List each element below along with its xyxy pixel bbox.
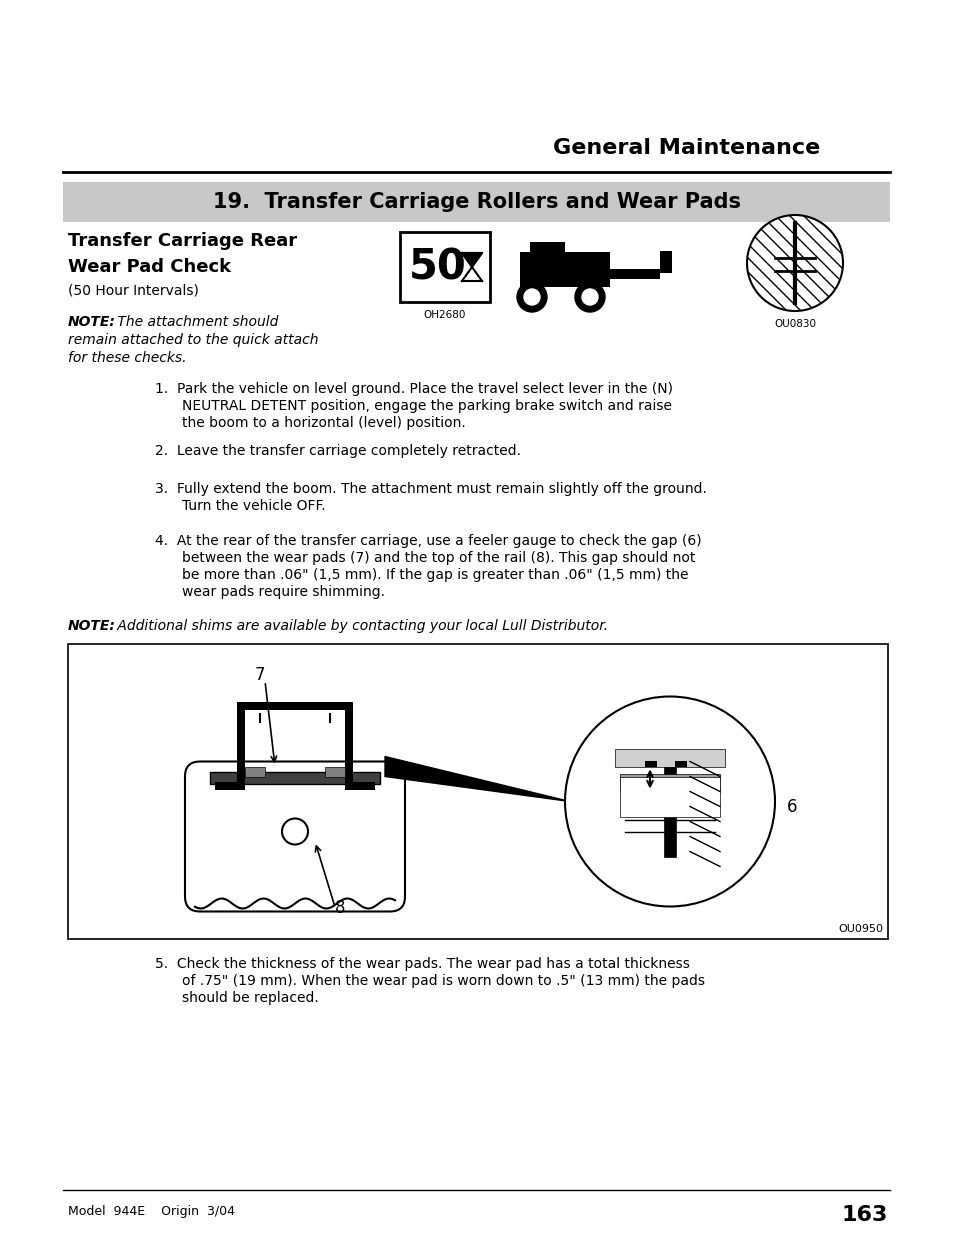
- Polygon shape: [385, 757, 569, 802]
- Circle shape: [517, 282, 546, 312]
- Text: of .75" (19 mm). When the wear pad is worn down to .5" (13 mm) the pads: of .75" (19 mm). When the wear pad is wo…: [182, 974, 704, 988]
- Text: 1.  Park the vehicle on level ground. Place the travel select lever in the (N): 1. Park the vehicle on level ground. Pla…: [154, 382, 672, 396]
- Text: be more than .06" (1,5 mm). If the gap is greater than .06" (1,5 mm) the: be more than .06" (1,5 mm). If the gap i…: [182, 568, 688, 582]
- Text: 6: 6: [786, 798, 797, 815]
- Text: remain attached to the quick attach: remain attached to the quick attach: [68, 333, 318, 347]
- Circle shape: [581, 289, 598, 305]
- FancyBboxPatch shape: [615, 748, 724, 767]
- FancyBboxPatch shape: [236, 701, 245, 782]
- FancyBboxPatch shape: [644, 761, 657, 767]
- Text: Turn the vehicle OFF.: Turn the vehicle OFF.: [182, 499, 325, 513]
- Text: 5.  Check the thickness of the wear pads. The wear pad has a total thickness: 5. Check the thickness of the wear pads.…: [154, 957, 689, 971]
- Text: for these checks.: for these checks.: [68, 351, 186, 366]
- Circle shape: [523, 289, 539, 305]
- FancyBboxPatch shape: [519, 252, 609, 287]
- Text: OU0950: OU0950: [837, 924, 882, 934]
- FancyBboxPatch shape: [68, 643, 887, 939]
- FancyBboxPatch shape: [210, 772, 379, 783]
- Text: Model  944E    Origin  3/04: Model 944E Origin 3/04: [68, 1205, 234, 1218]
- FancyBboxPatch shape: [659, 251, 671, 273]
- Text: The attachment should: The attachment should: [112, 315, 278, 329]
- Text: (50 Hour Intervals): (50 Hour Intervals): [68, 283, 198, 296]
- Text: General Maintenance: General Maintenance: [552, 138, 820, 158]
- FancyBboxPatch shape: [345, 701, 353, 782]
- FancyBboxPatch shape: [214, 782, 245, 789]
- Text: 7: 7: [254, 666, 265, 684]
- FancyBboxPatch shape: [63, 182, 889, 222]
- FancyBboxPatch shape: [236, 701, 353, 709]
- Text: wear pads require shimming.: wear pads require shimming.: [182, 585, 385, 599]
- Text: OH2680: OH2680: [423, 310, 466, 320]
- FancyBboxPatch shape: [325, 767, 345, 777]
- Text: 163: 163: [841, 1205, 887, 1225]
- Text: 4.  At the rear of the transfer carriage, use a feeler gauge to check the gap (6: 4. At the rear of the transfer carriage,…: [154, 534, 700, 548]
- FancyBboxPatch shape: [185, 762, 405, 911]
- Circle shape: [564, 697, 774, 906]
- FancyBboxPatch shape: [530, 242, 564, 266]
- Text: should be replaced.: should be replaced.: [182, 990, 318, 1005]
- Text: Additional shims are available by contacting your local Lull Distributor.: Additional shims are available by contac…: [112, 619, 607, 634]
- FancyBboxPatch shape: [675, 761, 686, 767]
- FancyBboxPatch shape: [609, 269, 659, 279]
- Text: Wear Pad Check: Wear Pad Check: [68, 258, 231, 275]
- FancyBboxPatch shape: [245, 767, 265, 777]
- Text: 50: 50: [409, 246, 466, 288]
- FancyBboxPatch shape: [399, 232, 490, 303]
- Text: OU0830: OU0830: [773, 319, 815, 329]
- Text: the boom to a horizontal (level) position.: the boom to a horizontal (level) positio…: [182, 416, 465, 430]
- Text: NOTE:: NOTE:: [68, 619, 115, 634]
- Text: 8: 8: [335, 899, 345, 918]
- Text: NEUTRAL DETENT position, engage the parking brake switch and raise: NEUTRAL DETENT position, engage the park…: [182, 399, 671, 412]
- Text: 3.  Fully extend the boom. The attachment must remain slightly off the ground.: 3. Fully extend the boom. The attachment…: [154, 482, 706, 496]
- FancyBboxPatch shape: [619, 773, 720, 792]
- Polygon shape: [461, 253, 481, 267]
- Text: NOTE:: NOTE:: [68, 315, 115, 329]
- FancyBboxPatch shape: [663, 767, 676, 857]
- Text: 2.  Leave the transfer carriage completely retracted.: 2. Leave the transfer carriage completel…: [154, 445, 520, 458]
- Text: between the wear pads (7) and the top of the rail (8). This gap should not: between the wear pads (7) and the top of…: [182, 551, 695, 564]
- Text: 19.  Transfer Carriage Rollers and Wear Pads: 19. Transfer Carriage Rollers and Wear P…: [213, 191, 740, 212]
- FancyBboxPatch shape: [345, 782, 375, 789]
- FancyBboxPatch shape: [619, 777, 720, 816]
- Ellipse shape: [746, 215, 842, 311]
- Circle shape: [575, 282, 604, 312]
- Circle shape: [282, 819, 308, 845]
- Text: Transfer Carriage Rear: Transfer Carriage Rear: [68, 232, 296, 249]
